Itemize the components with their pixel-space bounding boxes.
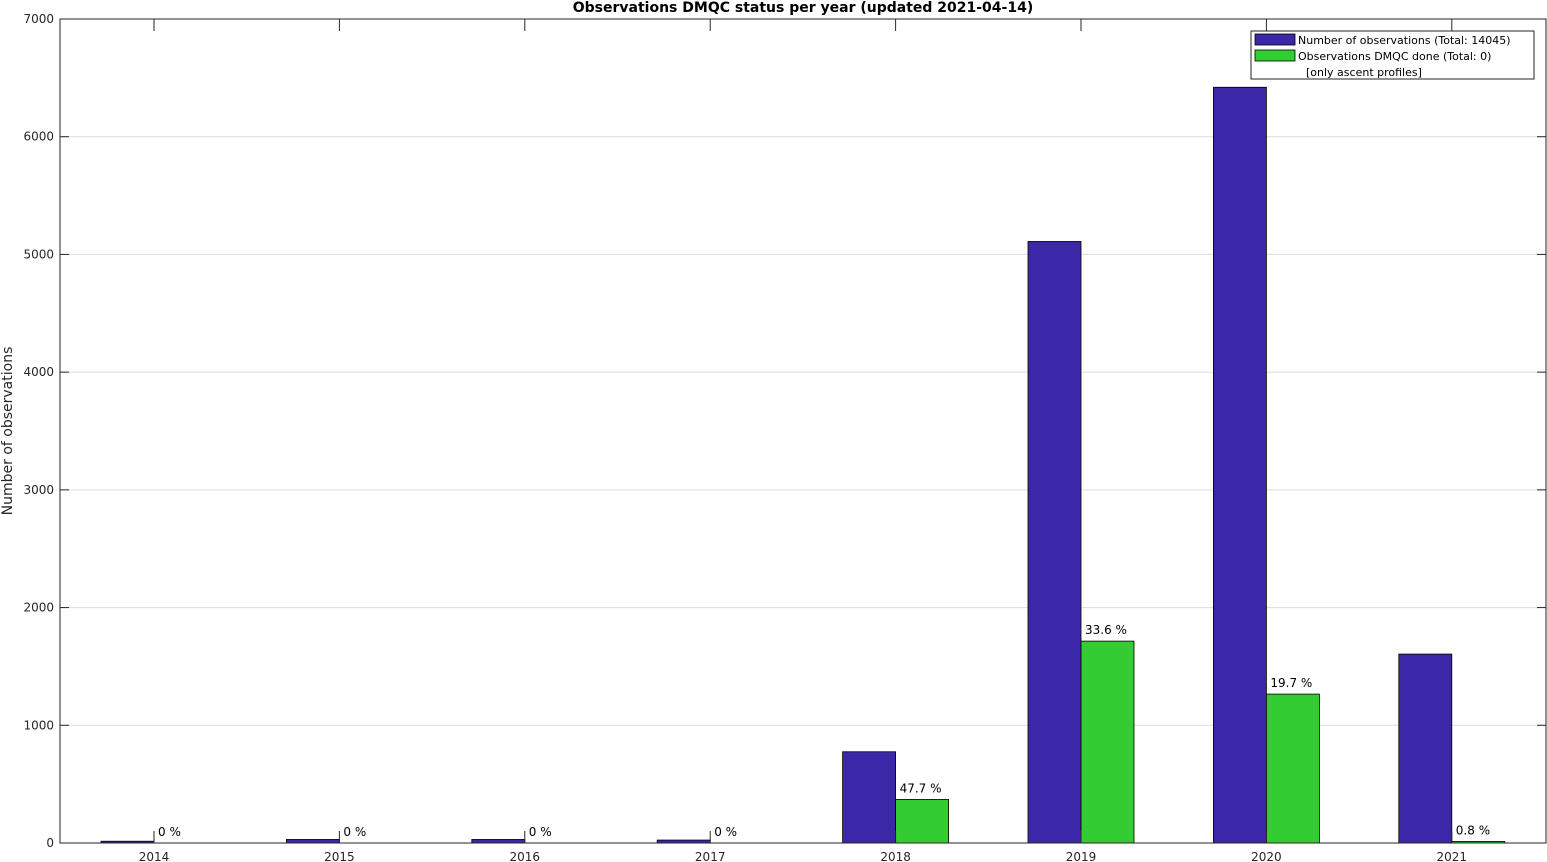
- axis-tick-labels: 0 1000 2000 3000 4000 5000 6000 7000 2014 2015 201…: [23, 12, 1467, 862]
- x-tick-label: 2019: [1066, 850, 1097, 862]
- y-tick-label: 1000: [23, 718, 54, 732]
- axis-ticks: [60, 18, 1546, 844]
- legend-label-observations: Number of observations (Total: 14045): [1298, 34, 1511, 47]
- grid-lines: [60, 136, 1546, 726]
- legend: Number of observations (Total: 14045) Ob…: [1250, 30, 1535, 80]
- bar-observations: [1213, 86, 1267, 844]
- percent-label: 0 %: [343, 825, 366, 839]
- x-tick-label: 2017: [695, 850, 726, 862]
- legend-label-dmqc-done: Observations DMQC done (Total: 0): [1298, 50, 1491, 63]
- legend-swatch-observations: [1254, 33, 1296, 46]
- y-tick-label: 6000: [23, 130, 54, 144]
- x-tick-label: 2016: [510, 850, 541, 862]
- legend-box: [1250, 30, 1535, 80]
- y-tick-label: 7000: [23, 12, 54, 26]
- x-tick-label: 2015: [324, 850, 355, 862]
- y-axis-label: Number of observations: [0, 347, 16, 516]
- bar-observations: [471, 839, 526, 844]
- bar-observations: [285, 839, 340, 844]
- bar-dmqc-done: [895, 799, 949, 844]
- x-tick-label: 2018: [880, 850, 911, 862]
- y-tick-label: 3000: [23, 483, 54, 497]
- bar-observations: [842, 751, 896, 844]
- bar-dmqc-done: [1080, 640, 1135, 844]
- y-tick-label: 2000: [23, 601, 54, 615]
- x-tick-label: 2021: [1437, 850, 1468, 862]
- bar-dmqc-done: [1266, 693, 1320, 844]
- chart-title: Observations DMQC status per year (updat…: [573, 0, 1033, 16]
- legend-note: [only ascent profiles]: [1306, 66, 1422, 79]
- percent-label: 0 %: [714, 825, 737, 839]
- bar-observations: [1027, 241, 1082, 844]
- x-tick-label: 2014: [139, 850, 170, 862]
- percent-label: 0 %: [529, 825, 552, 839]
- bar-observations: [1398, 653, 1453, 844]
- percent-label: 0 %: [158, 825, 181, 839]
- percent-label: 19.7 %: [1270, 676, 1312, 690]
- bars: [100, 86, 1506, 844]
- y-tick-label: 5000: [23, 247, 54, 261]
- y-tick-label: 4000: [23, 365, 54, 379]
- x-tick-label: 2020: [1251, 850, 1282, 862]
- percent-label: 47.7 %: [900, 781, 942, 795]
- percent-label: 0.8 %: [1456, 823, 1490, 837]
- plot-frame: [59, 18, 1547, 844]
- legend-swatch-dmqc-done: [1254, 49, 1296, 62]
- percent-label: 33.6 %: [1085, 623, 1127, 637]
- y-tick-label: 0: [46, 836, 54, 850]
- percent-annotations: 0 % 0 % 0 % 0 % 47.7 % 33.6 % 19.7 % 0.8 %: [158, 623, 1490, 839]
